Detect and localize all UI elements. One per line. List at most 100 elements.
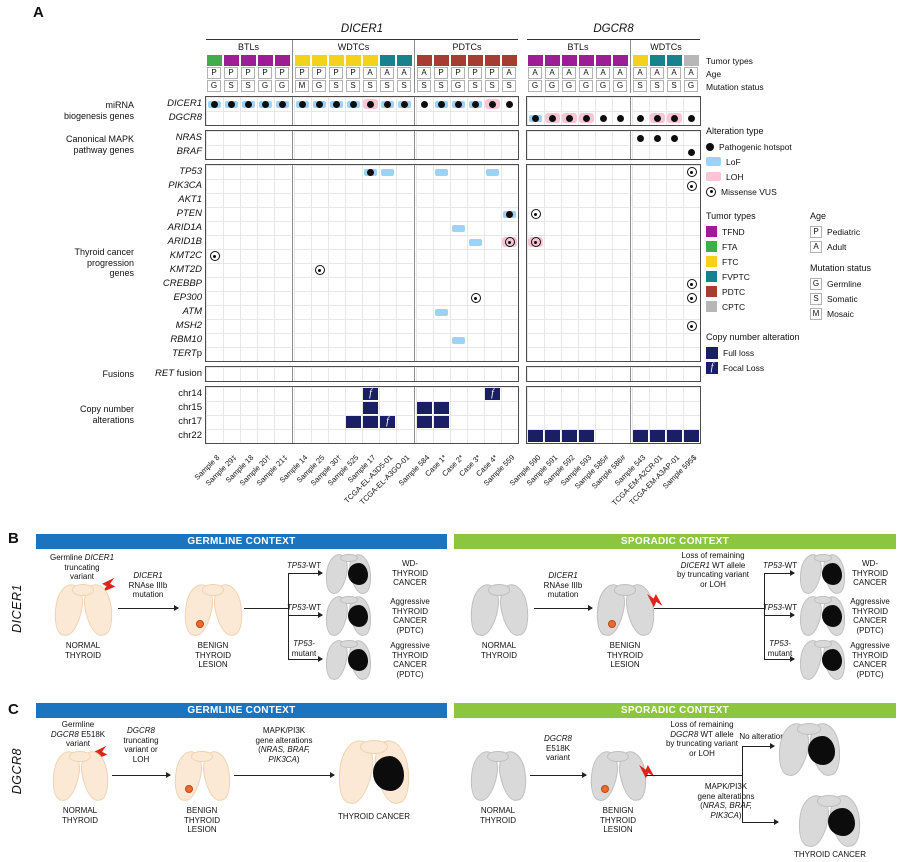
oncoprint-grid-segment xyxy=(527,131,629,159)
branch-line xyxy=(742,746,744,823)
cancer-thyroid-illustration xyxy=(323,551,375,596)
outcome-label: WD- THYROID CANCER xyxy=(852,559,888,588)
oncoprint-grid-segment xyxy=(527,387,629,443)
legend-label: LOH xyxy=(726,171,744,182)
pathogenic-hotspot-mark xyxy=(671,114,678,122)
mutation-status-cell: G xyxy=(613,80,627,92)
age-cell: A xyxy=(417,67,431,79)
tumor-type-cell xyxy=(468,55,483,66)
legend-item: LOH xyxy=(706,169,898,184)
tumor-type-cell xyxy=(451,55,466,66)
branch-label: TP53-mutant xyxy=(291,639,317,658)
subgroup-divider xyxy=(630,40,631,93)
tumor-color-swatch xyxy=(706,286,717,297)
missense-vus-mark xyxy=(314,265,325,275)
age-cell: A xyxy=(545,67,559,79)
full-loss-mark xyxy=(434,416,449,428)
age-cell: A xyxy=(667,67,681,79)
gene-row-label: chr22 xyxy=(178,430,202,441)
thyroid-isthmus xyxy=(340,595,358,605)
oncoprint-grid-segment xyxy=(294,387,413,443)
legend-label: TFND xyxy=(722,226,745,237)
pathogenic-hotspot-mark xyxy=(384,100,391,108)
oncoprint-grid-segment xyxy=(294,367,413,381)
arrow-label: MAPK/PI3K gene alterations (NRAS, BRAF, PIK… xyxy=(255,726,313,764)
mutation-status-cell: S xyxy=(485,80,499,92)
thyroid-isthmus xyxy=(817,795,841,807)
legend-label: FVPTC xyxy=(722,271,750,282)
branch-label: TP53-WT xyxy=(762,561,798,570)
mutation-status-cell: S xyxy=(417,80,431,92)
gene-row-label: RBM10 xyxy=(170,334,202,345)
missense-vus-mark xyxy=(686,279,697,289)
lof-icon xyxy=(706,157,721,166)
tumor-type-cell xyxy=(650,55,665,66)
row-group-label: miRNA biogenesis genes xyxy=(63,100,134,121)
missense-vus-mark xyxy=(530,237,541,247)
legend-item: Full loss xyxy=(706,345,898,360)
germline-trigger-text: Germline DGCR8 E518K variant xyxy=(50,720,106,749)
germline-context-panel: GERMLINE CONTEXT Germline DGCR8 E518K vari… xyxy=(36,703,447,862)
full-loss-mark xyxy=(667,430,682,442)
branch-label: TP53-WT xyxy=(286,561,322,570)
arrow-label: DGCR8 E518K variant xyxy=(543,734,572,763)
tumor-blob xyxy=(348,563,369,586)
pathogenic-hotspot-mark xyxy=(654,134,661,142)
age-cell: P xyxy=(312,67,326,79)
pathogenic-hotspot-mark xyxy=(438,100,445,108)
oncoprint-grid-segment xyxy=(527,367,629,381)
legend-item: FVPTC xyxy=(706,269,798,284)
full-loss-mark xyxy=(434,402,449,414)
oncoprint-grid-segment xyxy=(294,131,413,159)
mutation-status-cell: S xyxy=(224,80,238,92)
subgroup-divider xyxy=(292,367,293,381)
subgroup-divider xyxy=(414,131,415,159)
legend-item: S Somatic xyxy=(810,291,896,306)
arrow xyxy=(764,655,795,664)
subgroup-divider xyxy=(414,97,415,125)
panel-c-gene-label: DGCR8 xyxy=(10,748,24,795)
oncoprint-grid-segment xyxy=(416,97,518,125)
tumor-color-swatch xyxy=(706,226,717,237)
stage-label: NORMAL THYROID xyxy=(480,806,516,825)
thyroid-isthmus xyxy=(487,584,510,596)
age-cell: P xyxy=(434,67,448,79)
gene-row-label: ARID1B xyxy=(167,236,202,247)
subgroup-divider xyxy=(414,367,415,381)
pathogenic-hotspot-mark xyxy=(489,100,496,108)
loh-icon xyxy=(706,172,721,181)
thyroid-isthmus xyxy=(613,584,636,596)
arrow xyxy=(234,771,335,780)
subgroup-divider xyxy=(292,131,293,159)
legend: Alteration type Pathogenic hotspot LoF LOH… xyxy=(706,126,898,375)
cancer-thyroid-illustration xyxy=(797,637,849,682)
cna-title: Copy number alteration xyxy=(706,332,800,342)
tumor-subgroup-label: PDTCs xyxy=(452,42,482,52)
benign-lesion-thyroid-illustration xyxy=(180,581,246,638)
gene-row-label: TERTp xyxy=(172,348,202,359)
benign-lesion-thyroid-illustration xyxy=(170,748,234,803)
mutation-status-cell: S xyxy=(502,80,516,92)
branch-label: No alteration xyxy=(739,732,785,741)
branch-connector xyxy=(646,775,742,777)
legend-label: Adult xyxy=(827,241,847,252)
tumor-type-cell xyxy=(434,55,449,66)
legend-item: LoF xyxy=(706,154,898,169)
tumor-type-cell xyxy=(633,55,648,66)
arrow xyxy=(742,818,779,827)
mutation-status-cell: S xyxy=(667,80,681,92)
full-loss-mark xyxy=(346,416,361,428)
pathogenic-hotspot-mark xyxy=(316,100,323,108)
gene-row-label: CREBBP xyxy=(162,278,202,289)
oncoprint-grid-segment xyxy=(416,131,518,159)
legend-item: Pathogenic hotspot xyxy=(706,139,898,154)
age-cell: A xyxy=(613,67,627,79)
legend-label: FTC xyxy=(722,256,739,267)
gene-row-label: DICER1 xyxy=(167,98,202,109)
thyroid-isthmus xyxy=(191,751,213,763)
full-loss-mark xyxy=(684,430,699,442)
mutation-status-cell: G xyxy=(528,80,542,92)
gene-row-label: ARID1A xyxy=(167,222,202,233)
branch-connector xyxy=(654,608,764,610)
panel-b-gene-label: DICER1 xyxy=(10,584,24,633)
